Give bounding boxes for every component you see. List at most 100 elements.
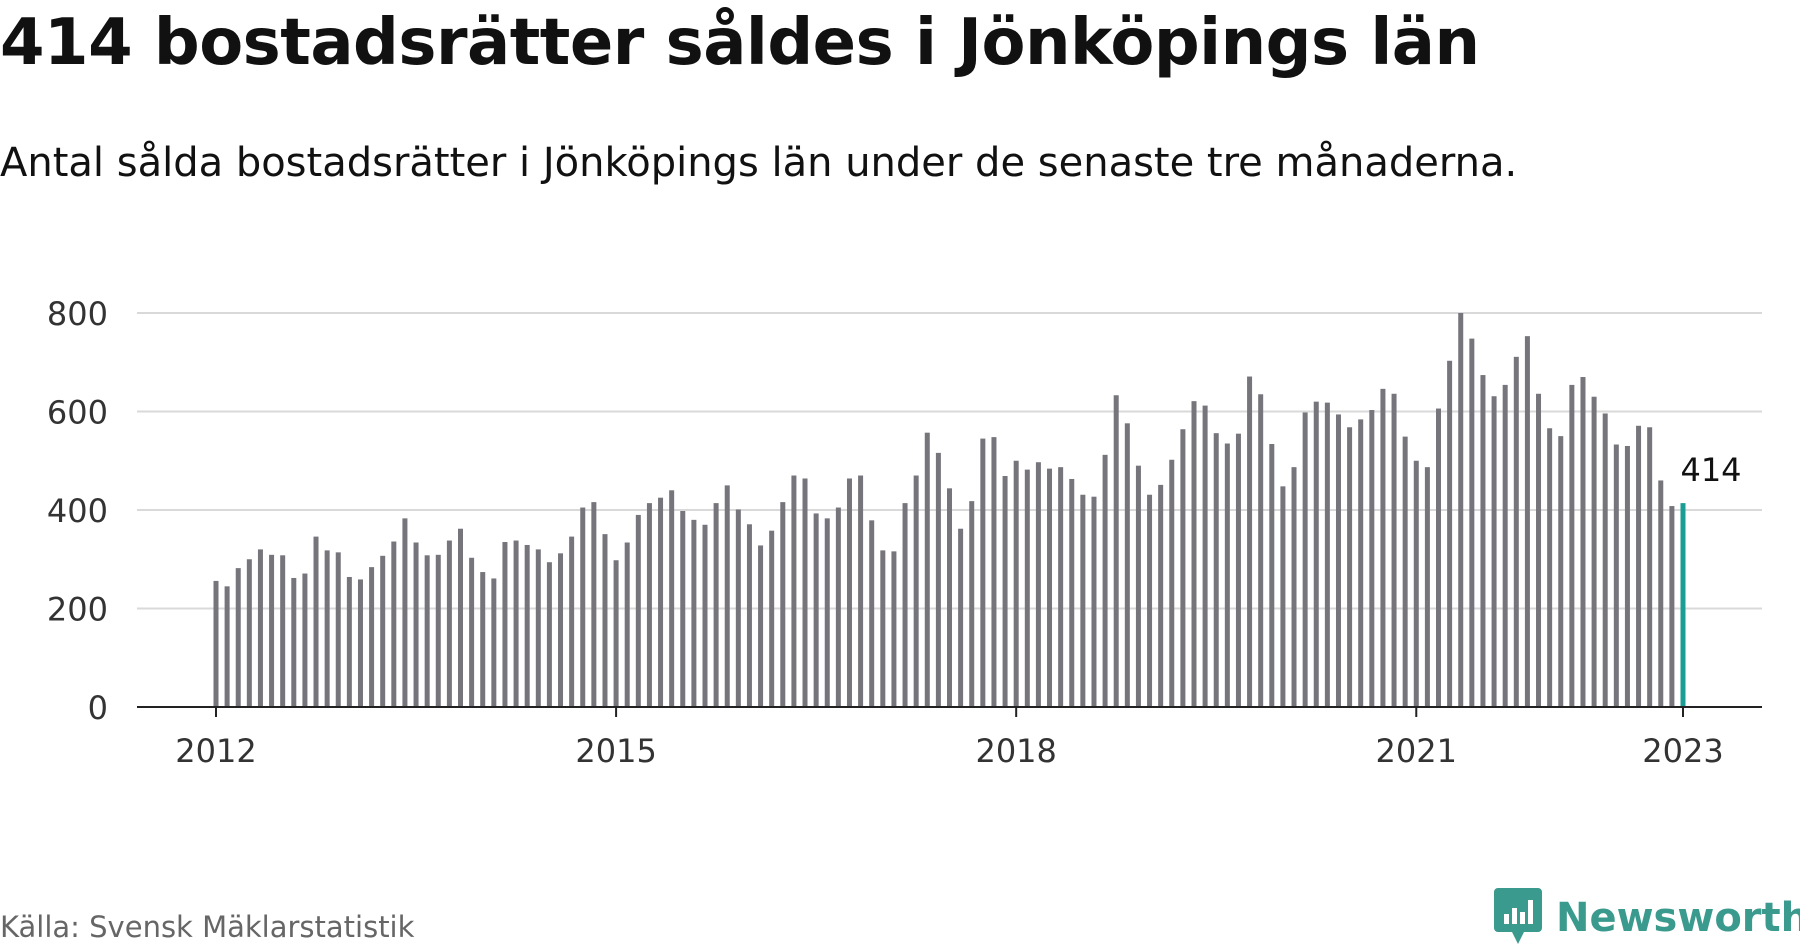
bar <box>1147 494 1153 707</box>
bar <box>1524 336 1530 707</box>
bar <box>1502 384 1508 707</box>
bar <box>1047 468 1053 707</box>
bar <box>246 559 252 707</box>
bar <box>569 536 575 707</box>
bar <box>491 578 497 707</box>
bar <box>947 488 952 707</box>
bar <box>1647 427 1653 707</box>
bar <box>624 542 630 707</box>
bar <box>1669 506 1675 707</box>
bar <box>835 507 841 707</box>
bar <box>480 572 486 707</box>
bar <box>713 503 719 707</box>
y-axis: 0 200 400 600 800 <box>47 295 108 727</box>
bar <box>257 549 263 707</box>
x-axis: 2012 2015 2018 2021 2023 <box>175 707 1724 770</box>
bar <box>791 475 797 707</box>
bar <box>446 540 452 707</box>
bar <box>1391 393 1397 707</box>
bar <box>1191 401 1197 707</box>
bar <box>391 541 397 707</box>
bar <box>1091 496 1097 707</box>
bar <box>280 555 286 707</box>
source-note: Källa: Svensk Mäklarstatistik <box>0 910 415 944</box>
bar <box>802 478 808 707</box>
bar <box>1680 503 1686 707</box>
bar <box>780 502 786 707</box>
bar <box>1369 410 1375 707</box>
bar <box>1102 454 1108 707</box>
bar <box>1558 436 1564 708</box>
bar <box>680 510 686 707</box>
bar <box>1447 360 1453 707</box>
bar <box>724 485 730 708</box>
bar <box>1224 443 1230 707</box>
bar <box>1269 444 1275 707</box>
bar <box>1258 394 1264 707</box>
x-tick-label: 2012 <box>175 732 256 770</box>
bar <box>824 518 830 707</box>
bar <box>1602 413 1608 707</box>
bar <box>858 475 864 707</box>
bar <box>1636 425 1642 707</box>
bar <box>646 503 652 707</box>
bar <box>1580 377 1586 707</box>
bar <box>1235 433 1241 707</box>
bar <box>1313 401 1319 707</box>
bar <box>291 577 297 707</box>
newsworthy-logo-icon <box>1494 888 1542 944</box>
bar <box>913 475 919 707</box>
bar <box>658 497 664 707</box>
bar <box>313 536 319 707</box>
bar <box>980 438 986 707</box>
bar <box>1513 356 1519 707</box>
bar <box>1469 338 1475 707</box>
bar <box>413 542 419 707</box>
bar <box>324 550 330 707</box>
bar <box>891 551 897 707</box>
brand-name: Newsworthy <box>1556 895 1800 941</box>
bar <box>1158 484 1164 707</box>
bar <box>1213 433 1219 707</box>
bar <box>346 576 352 707</box>
bar <box>846 478 852 707</box>
bar <box>1424 467 1430 707</box>
bar <box>1536 393 1542 707</box>
bar <box>1035 462 1041 707</box>
bar <box>369 567 375 707</box>
bar <box>935 452 941 707</box>
bar <box>969 501 975 707</box>
bar <box>735 509 741 707</box>
bar-chart: 0 200 400 600 800 2012 2015 2018 2021 2023 414 <box>47 295 1762 770</box>
bar <box>1658 480 1664 707</box>
bar <box>1347 427 1353 707</box>
highlight-value-label: 414 <box>1680 451 1741 489</box>
chart-subtitle: Antal sålda bostadsrätter i Jönköpings l… <box>0 140 1518 186</box>
bar <box>1436 408 1441 707</box>
bar <box>224 586 230 707</box>
chart-title: 414 bostadsrätter såldes i Jönköpings lä… <box>0 6 1480 80</box>
bar <box>769 530 775 707</box>
newsworthy-logo: Newsworthy <box>1494 888 1800 948</box>
y-tick-label: 0 <box>88 689 108 727</box>
bar <box>558 553 564 707</box>
bar <box>1135 465 1141 707</box>
bar <box>591 502 597 707</box>
bar <box>1058 467 1064 707</box>
bar <box>1113 395 1119 707</box>
bar <box>357 579 363 707</box>
bar <box>458 528 463 707</box>
bar <box>1380 388 1386 707</box>
x-tick-label: 2021 <box>1376 732 1457 770</box>
bar <box>1202 405 1208 707</box>
bar <box>502 542 508 707</box>
bar <box>513 540 519 707</box>
bar <box>1624 445 1630 707</box>
bar <box>702 524 708 707</box>
bar <box>924 432 930 707</box>
bar <box>580 507 586 707</box>
bar <box>235 568 241 707</box>
bar <box>435 554 441 707</box>
bar <box>691 519 697 707</box>
bar <box>1591 396 1597 707</box>
